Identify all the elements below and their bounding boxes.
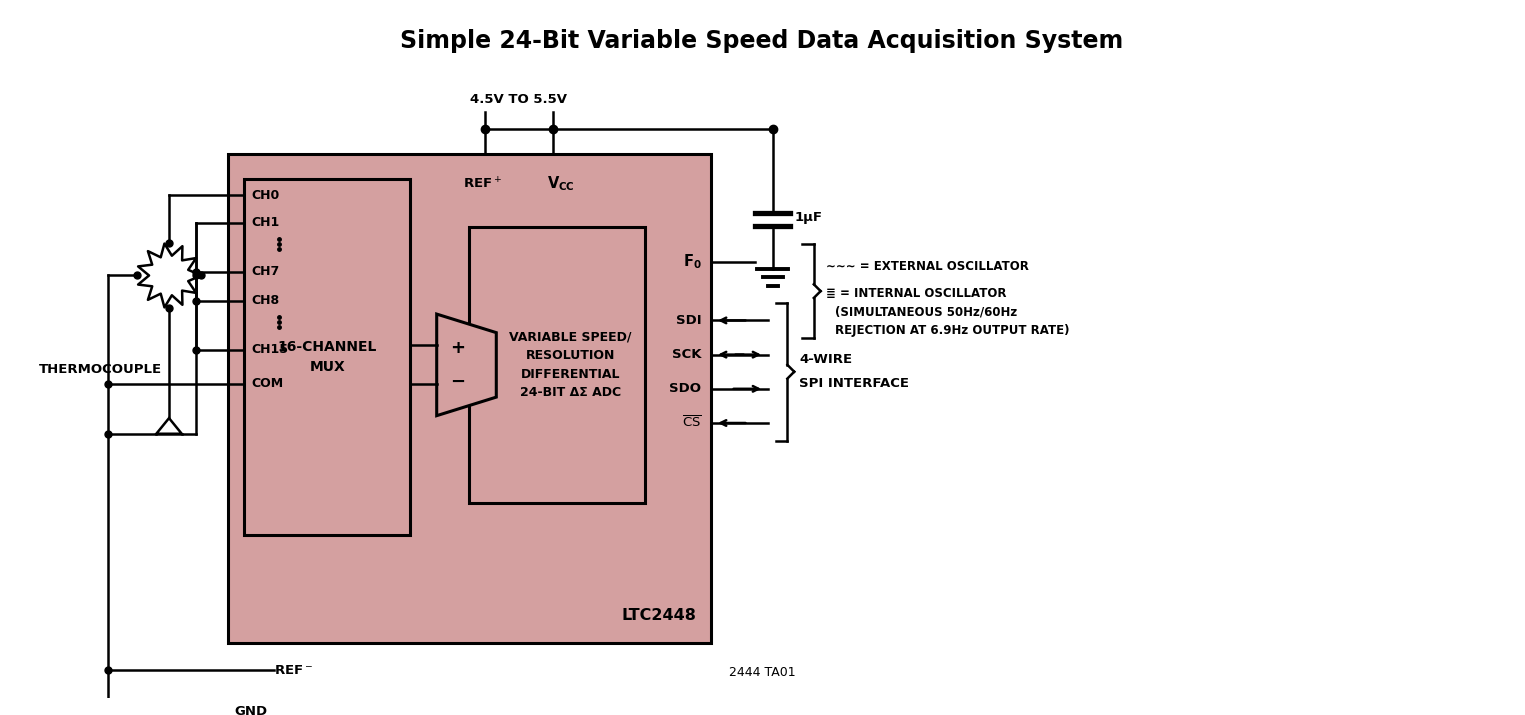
Bar bbox=[227, 154, 711, 643]
Text: REF$^-$: REF$^-$ bbox=[273, 664, 313, 676]
Text: SDO: SDO bbox=[669, 383, 702, 395]
Text: 1μF: 1μF bbox=[795, 212, 822, 225]
Text: COM: COM bbox=[252, 378, 284, 390]
Text: LTC2448: LTC2448 bbox=[622, 608, 697, 623]
Text: GND: GND bbox=[235, 705, 267, 715]
Text: SDI: SDI bbox=[676, 314, 702, 327]
Bar bbox=[244, 179, 410, 536]
Text: +: + bbox=[450, 340, 465, 358]
Text: $\overline{\mathrm{CS}}$: $\overline{\mathrm{CS}}$ bbox=[682, 415, 702, 430]
Text: CH1: CH1 bbox=[252, 216, 279, 230]
Text: ∼∼∼ = EXTERNAL OSCILLATOR: ∼∼∼ = EXTERNAL OSCILLATOR bbox=[825, 260, 1028, 273]
Text: VARIABLE SPEED/
RESOLUTION
DIFFERENTIAL
24-BIT ΔΣ ADC: VARIABLE SPEED/ RESOLUTION DIFFERENTIAL … bbox=[509, 330, 631, 399]
Text: F$_{\mathregular{0}}$: F$_{\mathregular{0}}$ bbox=[683, 252, 702, 271]
Text: SPI INTERFACE: SPI INTERFACE bbox=[799, 377, 909, 390]
Text: ≣ = INTERNAL OSCILLATOR: ≣ = INTERNAL OSCILLATOR bbox=[825, 287, 1007, 300]
Text: 4-WIRE: 4-WIRE bbox=[799, 353, 852, 367]
Text: Simple 24-Bit Variable Speed Data Acquisition System: Simple 24-Bit Variable Speed Data Acquis… bbox=[401, 29, 1124, 53]
Text: (SIMULTANEOUS 50Hz/60Hz: (SIMULTANEOUS 50Hz/60Hz bbox=[836, 305, 1017, 318]
Text: CH7: CH7 bbox=[252, 265, 279, 278]
Polygon shape bbox=[157, 418, 181, 434]
Text: THERMOCOUPLE: THERMOCOUPLE bbox=[40, 363, 162, 376]
Polygon shape bbox=[436, 314, 496, 415]
Text: SCK: SCK bbox=[673, 348, 702, 361]
Text: CH8: CH8 bbox=[252, 295, 279, 307]
Text: V$_{\mathregular{CC}}$: V$_{\mathregular{CC}}$ bbox=[547, 174, 575, 193]
Text: 16-CHANNEL
MUX: 16-CHANNEL MUX bbox=[278, 340, 377, 375]
Text: CH15: CH15 bbox=[252, 343, 288, 356]
Polygon shape bbox=[139, 244, 201, 307]
Text: REF$^+$: REF$^+$ bbox=[464, 176, 502, 192]
Text: REJECTION AT 6.9Hz OUTPUT RATE): REJECTION AT 6.9Hz OUTPUT RATE) bbox=[836, 324, 1069, 337]
Text: CH0: CH0 bbox=[252, 189, 279, 202]
Text: −: − bbox=[450, 373, 465, 390]
Text: 4.5V TO 5.5V: 4.5V TO 5.5V bbox=[470, 93, 567, 106]
Text: 2444 TA01: 2444 TA01 bbox=[729, 666, 796, 679]
Bar bbox=[470, 227, 645, 503]
